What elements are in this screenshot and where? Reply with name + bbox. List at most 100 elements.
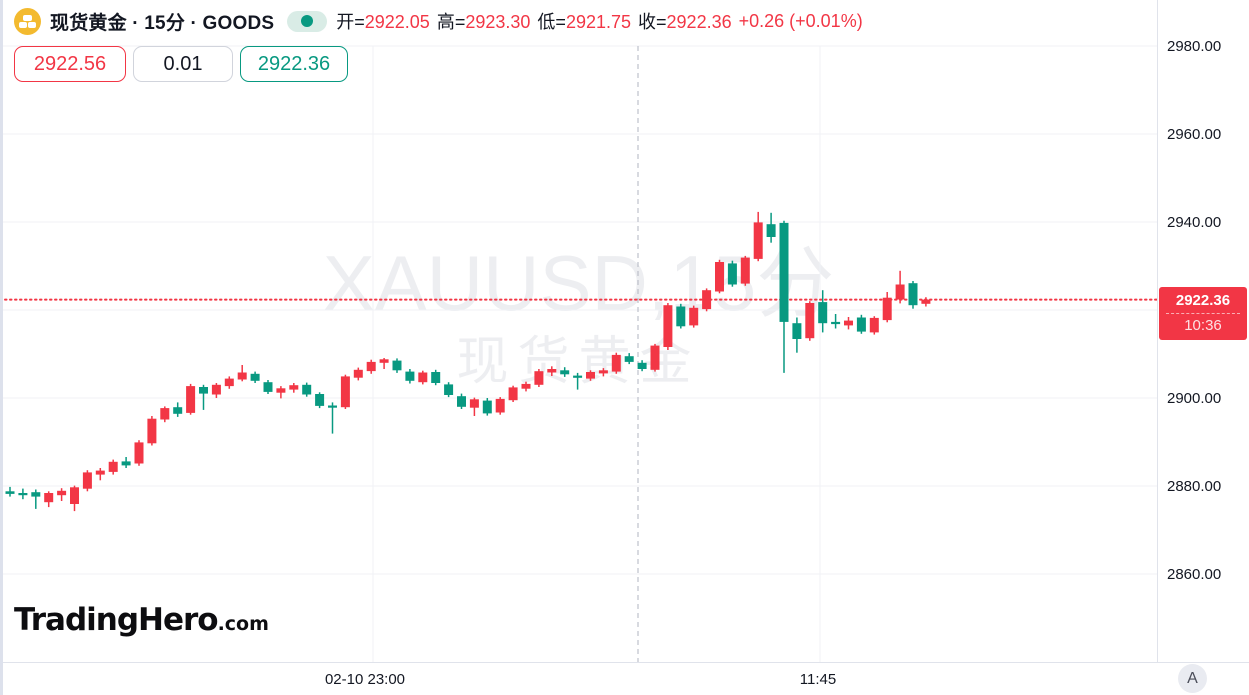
candle-body	[856, 317, 866, 332]
candle-body	[624, 356, 634, 362]
ohlc-low-value: 2921.75	[565, 12, 632, 32]
candle-body	[547, 369, 557, 373]
candle-body	[379, 359, 389, 363]
candle-body	[237, 372, 247, 380]
candle-body	[95, 470, 105, 475]
candle-body	[586, 372, 595, 379]
candle-body	[895, 284, 905, 300]
candle-body	[340, 376, 350, 408]
candle-body	[831, 321, 841, 325]
brand-logo: TradingHero .com	[14, 602, 269, 638]
brand-name: TradingHero	[14, 602, 219, 638]
candle-body	[792, 323, 802, 339]
ohlc-readout: 开=2922.05 高=2923.30 低=2921.75 收=2922.36 …	[336, 8, 862, 34]
left-edge-strip	[0, 0, 3, 695]
candle-body	[134, 442, 144, 464]
candle-body	[508, 387, 518, 401]
candle-body	[611, 354, 621, 372]
candle-body	[573, 375, 583, 378]
price-axis-label: 2900.00	[1167, 390, 1222, 407]
last-price-value: 2922.36	[1175, 292, 1231, 309]
chart-canvas[interactable]: XAUUSD,15分 现货黄金	[0, 0, 1157, 662]
candle-body	[224, 378, 234, 387]
price-axis-label: 2880.00	[1167, 478, 1222, 495]
market-status-pill	[287, 10, 328, 32]
time-axis[interactable]: 02-10 23:00 11:45	[0, 662, 1249, 695]
auto-scale-button[interactable]: A	[1178, 664, 1207, 693]
candle-body	[715, 262, 724, 292]
quote-bar: 2922.56 0.01 2922.36	[14, 46, 348, 82]
candle-body	[211, 384, 221, 395]
candle-body	[689, 307, 699, 326]
candle-body	[405, 371, 415, 381]
time-axis-label: 11:45	[799, 671, 837, 688]
candle-body	[366, 361, 376, 372]
candlestick-chart[interactable]	[0, 0, 1157, 662]
candle-body	[147, 418, 157, 444]
candle-body	[779, 222, 789, 322]
candle-body	[818, 302, 828, 324]
symbol-title[interactable]: 现货黄金 · 15分 · GOODS	[50, 12, 275, 34]
candle-body	[431, 372, 441, 383]
gold-bars-icon	[14, 7, 41, 35]
gold-brick	[19, 21, 27, 28]
price-axis[interactable]: 2922.36 10:36 2980.00 2960.00 2940.00 2900.…	[1157, 0, 1249, 695]
candle-body	[5, 491, 15, 494]
candle-body	[315, 394, 325, 406]
buy-price-button[interactable]: 2922.36	[240, 46, 348, 82]
ohlc-close-label: 收=	[638, 12, 667, 32]
candle-body	[353, 369, 363, 378]
candle-body	[766, 224, 776, 237]
candle-body	[921, 299, 931, 304]
candle-body	[250, 373, 260, 381]
candle-body	[31, 492, 41, 497]
candle-body	[534, 371, 544, 385]
candle-body	[676, 306, 686, 327]
candle-body	[663, 305, 673, 347]
candle-body	[908, 283, 918, 306]
candle-body	[740, 257, 750, 284]
candle-body	[289, 385, 299, 390]
sell-price-button[interactable]: 2922.56	[14, 46, 126, 82]
badge-divider	[1166, 313, 1240, 314]
spread-box: 0.01	[133, 46, 233, 82]
ohlc-high-value: 2923.30	[465, 12, 531, 32]
time-axis-label: 02-10 23:00	[324, 671, 406, 688]
candle-body	[598, 370, 608, 374]
candle-body	[392, 360, 402, 371]
candle-body	[173, 407, 183, 414]
last-price-badge: 2922.36 10:36	[1159, 287, 1247, 340]
candle-body	[328, 405, 337, 408]
candle-body	[882, 297, 892, 321]
ohlc-open-value: 2922.05	[364, 12, 430, 32]
candle-body	[844, 320, 853, 326]
ohlc-open-label: 开=	[336, 12, 365, 32]
candle-body	[560, 370, 570, 375]
candle-body	[521, 383, 531, 389]
candle-body	[482, 400, 492, 414]
candle-body	[444, 384, 454, 395]
candle-body	[70, 487, 79, 504]
ohlc-change-value: +0.26 (+0.01%)	[738, 10, 863, 31]
candle-body	[637, 362, 647, 369]
price-axis-label: 2980.00	[1167, 38, 1222, 55]
bar-countdown: 10:36	[1184, 317, 1222, 334]
chart-header: 现货黄金 · 15分 · GOODS 开=2922.05 高=2923.30 低…	[14, 7, 863, 35]
ohlc-close-value: 2922.36	[666, 12, 732, 32]
candle-body	[160, 408, 170, 420]
candle-body	[753, 222, 763, 259]
candle-body	[302, 384, 312, 395]
candle-body	[727, 263, 737, 285]
candle-body	[650, 345, 660, 370]
candle-body	[469, 399, 479, 408]
candle-body	[199, 387, 208, 394]
candle-body	[276, 388, 286, 393]
candle-body	[121, 461, 131, 466]
market-open-dot-icon	[301, 15, 314, 27]
candle-body	[418, 372, 428, 383]
candle-body	[186, 386, 196, 413]
candle-body	[82, 472, 92, 489]
candle-body	[44, 493, 54, 503]
ohlc-high-label: 高=	[436, 12, 466, 32]
gold-brick	[23, 14, 32, 21]
